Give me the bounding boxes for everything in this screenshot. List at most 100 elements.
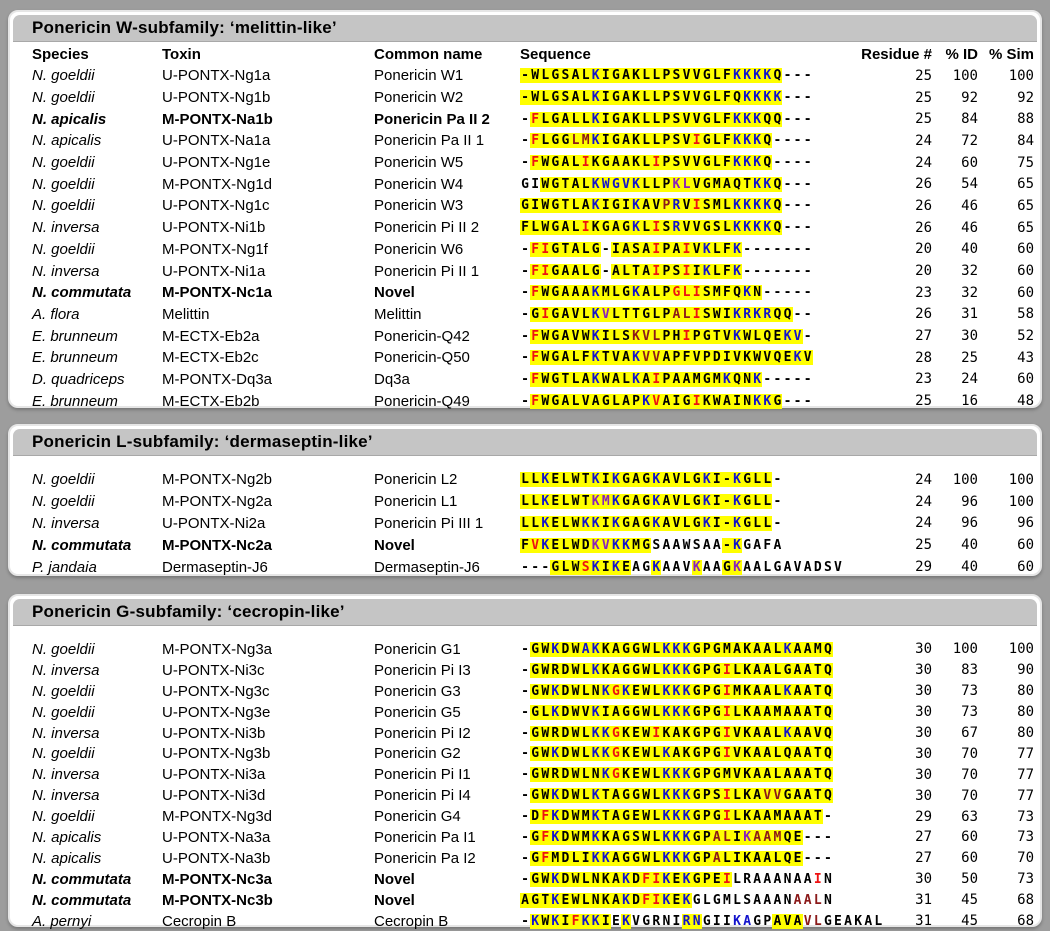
seq-char: F bbox=[641, 871, 652, 887]
seq-char: G bbox=[711, 767, 722, 783]
seq-char: A bbox=[802, 683, 813, 699]
seq-char: G bbox=[610, 683, 621, 699]
common-name-cell: Dq3a bbox=[374, 370, 410, 388]
residue-count-cell: 31 bbox=[915, 892, 932, 909]
seq-char: L bbox=[560, 472, 571, 488]
seq-char: G bbox=[620, 809, 632, 825]
seq-char: L bbox=[570, 111, 581, 127]
seq-char: E bbox=[782, 350, 793, 366]
seq-char: - bbox=[773, 155, 782, 171]
seq-char: I bbox=[600, 472, 611, 488]
seq-char: K bbox=[671, 176, 682, 192]
seq-char: M bbox=[731, 683, 743, 699]
residue-count-cell: 26 bbox=[915, 219, 932, 236]
toxin-cell: U-PONTX-Ni3d bbox=[162, 787, 266, 805]
column-header-sequence: Sequence bbox=[520, 45, 591, 63]
seq-char: A bbox=[560, 155, 571, 171]
seq-char: A bbox=[752, 641, 763, 657]
seq-char: - bbox=[521, 850, 529, 866]
seq-char: L bbox=[641, 133, 652, 149]
percent-sim-cell: 52 bbox=[1017, 328, 1034, 345]
seq-char: K bbox=[752, 371, 763, 387]
seq-char: R bbox=[742, 306, 753, 322]
seq-char: - bbox=[783, 176, 792, 192]
seq-char: K bbox=[661, 683, 672, 699]
seq-char: T bbox=[580, 494, 591, 510]
seq-char: S bbox=[671, 133, 682, 149]
seq-char: M bbox=[580, 809, 591, 825]
common-name-cell: Ponericin G3 bbox=[374, 682, 461, 700]
percent-id-cell: 96 bbox=[961, 515, 978, 532]
seq-char: T bbox=[812, 704, 823, 720]
seq-char: - bbox=[803, 68, 812, 84]
percent-id-cell: 100 bbox=[952, 641, 978, 658]
seq-char: L bbox=[530, 494, 541, 510]
seq-char: A bbox=[671, 746, 682, 762]
seq-char: I bbox=[600, 68, 611, 84]
seq-char: V bbox=[691, 241, 702, 257]
seq-char: K bbox=[641, 393, 652, 409]
seq-char: G bbox=[701, 68, 712, 84]
seq-char: K bbox=[742, 220, 753, 236]
seq-char: G bbox=[691, 871, 702, 887]
percent-id-cell: 46 bbox=[961, 219, 978, 236]
seq-char: - bbox=[521, 559, 529, 575]
species-cell: N. inversa bbox=[32, 724, 100, 742]
seq-char: P bbox=[661, 285, 672, 301]
seq-char: K bbox=[631, 198, 642, 214]
seq-char: - bbox=[521, 263, 529, 279]
seq-char: L bbox=[772, 767, 783, 783]
seq-char: V bbox=[681, 220, 692, 236]
seq-char: E bbox=[792, 829, 803, 845]
seq-char: D bbox=[560, 746, 571, 762]
seq-char: K bbox=[731, 263, 743, 279]
percent-id-cell: 84 bbox=[961, 111, 978, 128]
seq-char: K bbox=[620, 871, 632, 887]
species-cell: N. goeldii bbox=[32, 197, 95, 215]
seq-char: D bbox=[560, 850, 571, 866]
percent-sim-cell: 65 bbox=[1017, 176, 1034, 193]
seq-char: L bbox=[610, 328, 621, 344]
seq-char: - bbox=[721, 515, 732, 531]
seq-char: K bbox=[590, 68, 601, 84]
seq-char: I bbox=[712, 913, 721, 929]
column-header-common-name: Common name bbox=[374, 45, 483, 63]
seq-char: W bbox=[540, 725, 551, 741]
seq-char: E bbox=[711, 871, 722, 887]
seq-char: I bbox=[620, 198, 632, 214]
seq-char: A bbox=[773, 537, 782, 553]
residue-count-cell: 28 bbox=[915, 349, 932, 366]
seq-char: L bbox=[731, 704, 743, 720]
seq-char: K bbox=[782, 328, 793, 344]
seq-char: I bbox=[721, 725, 732, 741]
seq-char: G bbox=[530, 892, 541, 908]
seq-char: A bbox=[762, 662, 773, 678]
common-name-cell: Ponericin W1 bbox=[374, 67, 464, 85]
seq-char: A bbox=[752, 683, 763, 699]
seq-char: K bbox=[590, 913, 601, 929]
seq-char: G bbox=[691, 746, 702, 762]
seq-char: M bbox=[812, 641, 823, 657]
seq-char: E bbox=[631, 725, 642, 741]
seq-char: D bbox=[560, 788, 571, 804]
seq-char: K bbox=[661, 871, 672, 887]
species-cell: N. commutata bbox=[32, 870, 132, 888]
seq-char: L bbox=[651, 788, 662, 804]
seq-char: P bbox=[661, 111, 672, 127]
seq-char: L bbox=[813, 913, 822, 929]
seq-char: A bbox=[580, 641, 591, 657]
seq-char: P bbox=[701, 829, 712, 845]
seq-char: A bbox=[752, 850, 763, 866]
seq-char: - bbox=[793, 220, 802, 236]
seq-char: A bbox=[620, 90, 632, 106]
species-cell: N. inversa bbox=[32, 787, 100, 805]
species-cell: D. quadriceps bbox=[32, 370, 125, 388]
seq-char: L bbox=[651, 829, 662, 845]
seq-char: D bbox=[631, 892, 642, 908]
seq-char: A bbox=[762, 641, 773, 657]
seq-char: W bbox=[570, 515, 581, 531]
percent-id-cell: 25 bbox=[961, 349, 978, 366]
